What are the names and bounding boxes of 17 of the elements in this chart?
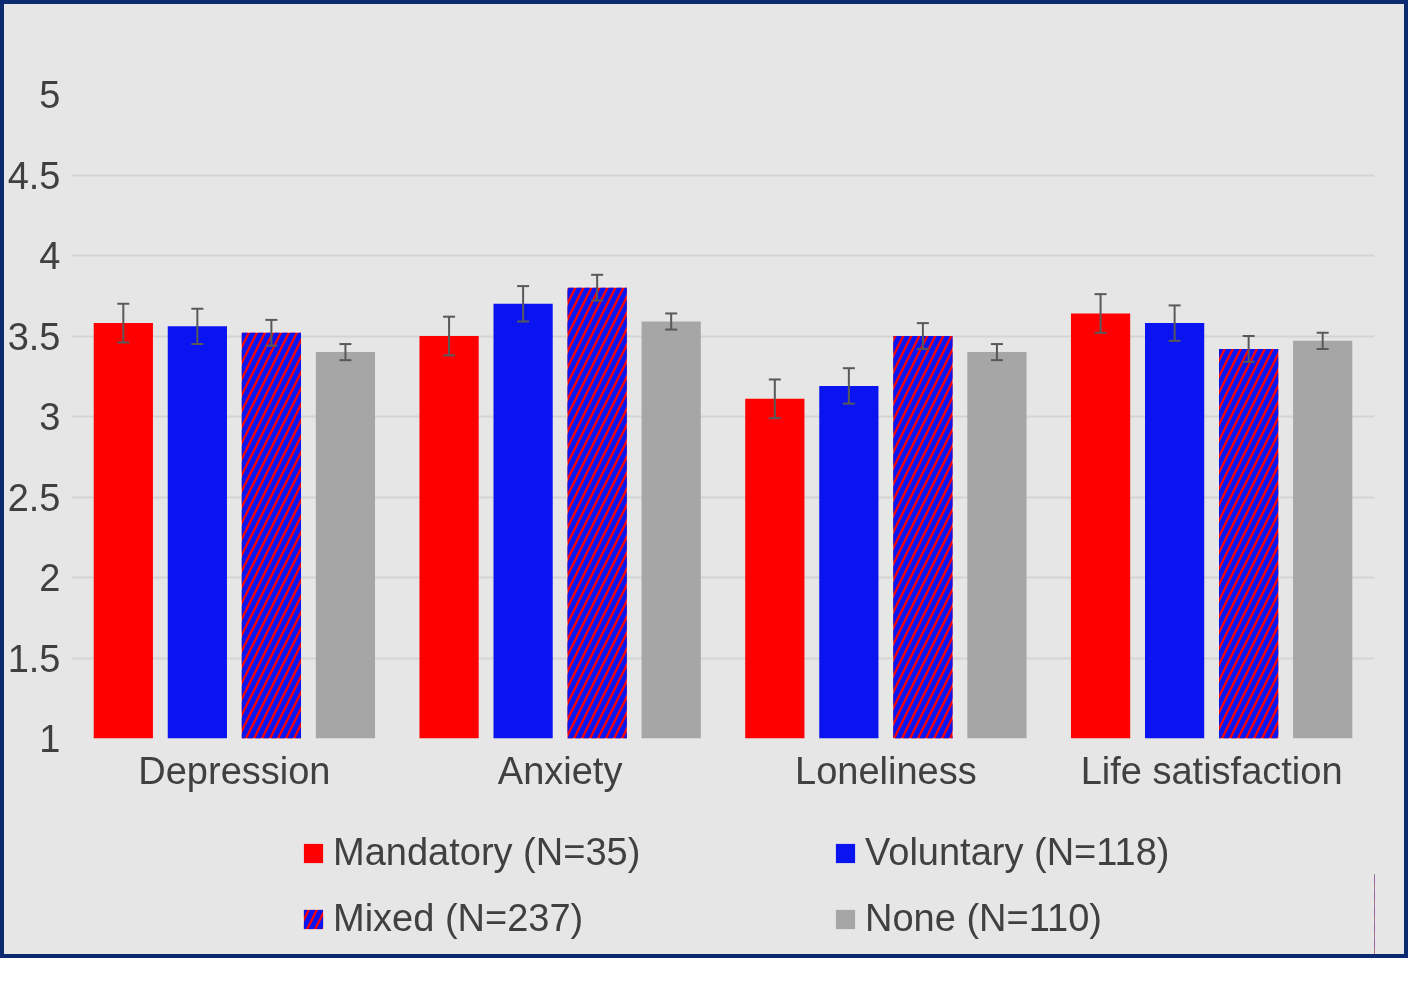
y-tick-label: 5 — [39, 74, 61, 116]
y-tick-label: 1.5 — [7, 637, 61, 680]
x-tick-label: Life satisfaction — [1080, 749, 1343, 792]
x-tick-label: Loneliness — [795, 749, 977, 792]
legend-label: Mixed (N=237) — [333, 897, 585, 940]
y-tick-label: 4.5 — [7, 154, 61, 197]
y-tick-label: 3 — [39, 396, 61, 438]
x-tick-label: Depression — [138, 749, 331, 792]
legend-label: Voluntary (N=118) — [865, 831, 1171, 874]
y-tick-label: 1 — [39, 718, 61, 760]
y-tick-label: 3.5 — [7, 315, 61, 358]
y-tick-label: 2 — [39, 557, 61, 599]
y-tick-label: 4 — [39, 235, 61, 277]
legend-label: None (N=110) — [865, 897, 1103, 940]
y-tick-label: 2.5 — [7, 476, 61, 519]
x-tick-label: Anxiety — [497, 749, 623, 792]
legend-label: Mandatory (N=35) — [333, 831, 642, 874]
